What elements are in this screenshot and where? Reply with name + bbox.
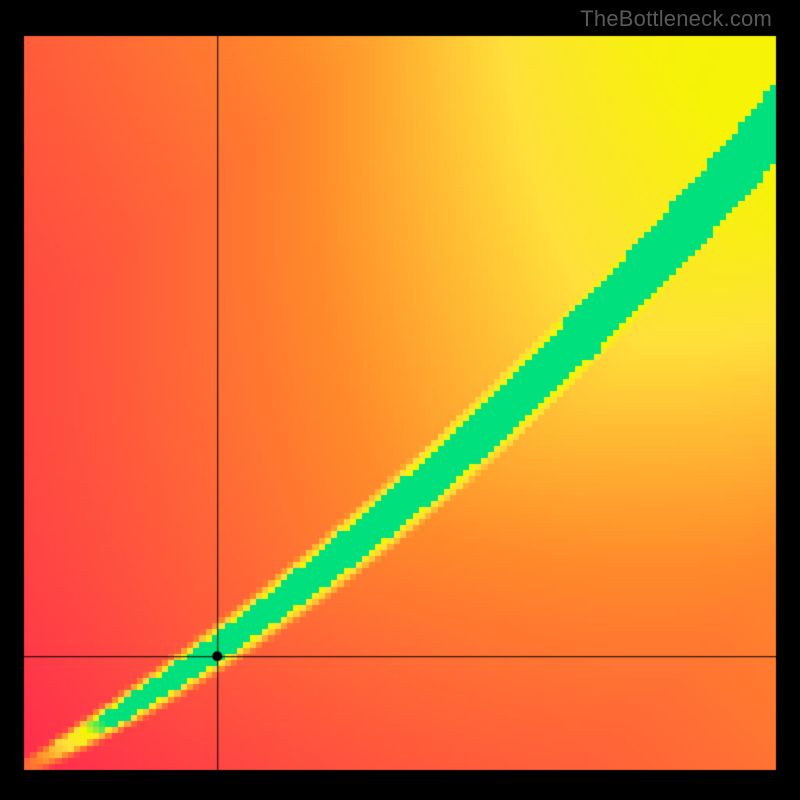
chart-container: TheBottleneck.com <box>0 0 800 800</box>
heatmap-canvas <box>0 0 800 800</box>
watermark-text: TheBottleneck.com <box>580 6 772 32</box>
